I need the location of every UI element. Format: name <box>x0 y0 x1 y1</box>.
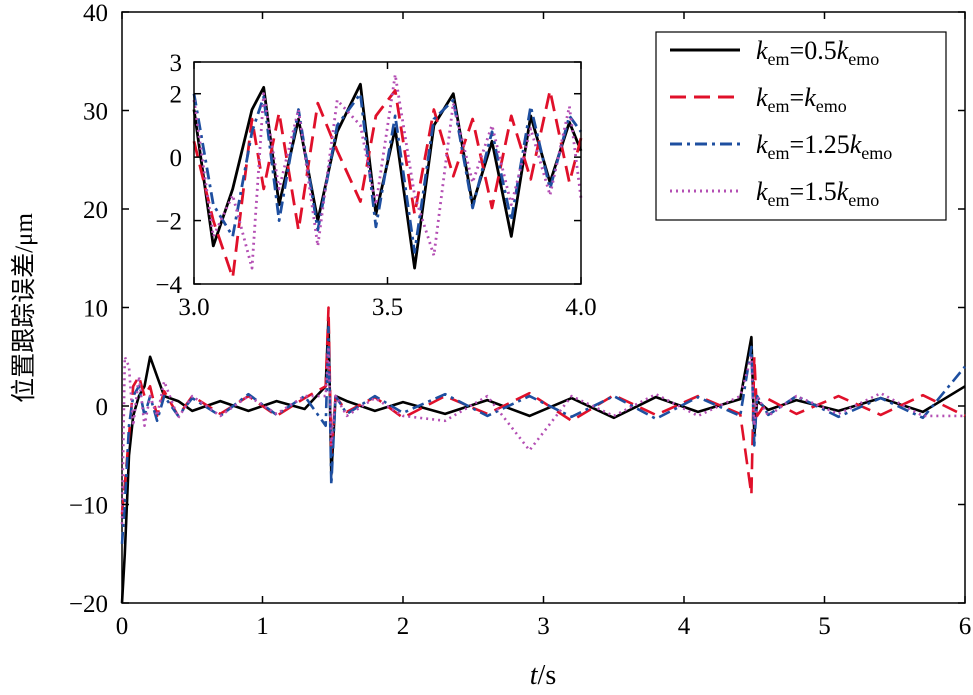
inset-y-tick-label: 3 <box>170 50 183 77</box>
main-x-ticks: 0 1 2 3 4 5 6 <box>116 12 972 640</box>
inset-y-tick-label: 2 <box>170 81 183 108</box>
inset-y-ticks: −4 −2 0 2 3 <box>155 50 581 299</box>
inset-plot-series <box>192 73 583 280</box>
inset-y-tick-label: 0 <box>170 145 183 172</box>
main-x-tick-label: 3 <box>537 613 550 640</box>
y-axis-label: 位置跟踪误差/μm <box>10 213 38 403</box>
main-plot-series <box>120 306 967 604</box>
legend-label-3: kem=1.5kemo <box>756 177 879 210</box>
inset-x-ticks: 3.0 3.5 4.0 <box>178 62 597 321</box>
legend-label-2: kem=1.25kemo <box>756 130 892 163</box>
main-y-tick-label: 20 <box>83 197 108 224</box>
main-series-line-0 <box>120 316 966 604</box>
main-x-tick-label: 4 <box>678 613 691 640</box>
main-y-tick-label: 40 <box>83 0 108 27</box>
main-x-tick-label: 5 <box>818 613 831 640</box>
x-axis-unit: /s <box>538 660 557 691</box>
legend-label-0: kem=0.5kemo <box>756 36 879 69</box>
main-y-tick-label: −20 <box>69 591 108 618</box>
main-series-line-2 <box>120 325 967 544</box>
main-y-tick-label: 30 <box>83 98 108 125</box>
inset-y-tick-label: −4 <box>155 272 182 299</box>
inset-x-tick-label: 3.0 <box>178 294 209 321</box>
main-x-tick-label: 1 <box>256 613 269 640</box>
inset-x-tick-label: 4.0 <box>565 294 596 321</box>
main-y-tick-label: 10 <box>83 295 108 322</box>
inset-x-tick-label: 3.5 <box>372 294 403 321</box>
inset-series-line-0 <box>192 82 583 270</box>
main-series-line-3 <box>120 345 965 525</box>
legend-box <box>655 31 947 221</box>
inset-series-line-1 <box>192 89 583 280</box>
main-x-tick-label: 6 <box>959 613 972 640</box>
x-axis-var: t <box>530 660 539 691</box>
main-y-tick-label: 0 <box>96 394 109 421</box>
main-x-tick-label: 2 <box>397 613 410 640</box>
legend-entries: kem=0.5kemo kem=kemo kem=1.25kemo kem=1.5ke… <box>670 36 892 210</box>
legend-label-1: kem=kemo <box>756 83 847 116</box>
inset-y-tick-label: −2 <box>155 208 182 235</box>
inset-plot-background <box>194 62 581 284</box>
x-axis-label: t/s <box>530 660 556 691</box>
main-y-tick-label: −10 <box>69 492 108 519</box>
main-x-tick-label: 0 <box>116 613 129 640</box>
